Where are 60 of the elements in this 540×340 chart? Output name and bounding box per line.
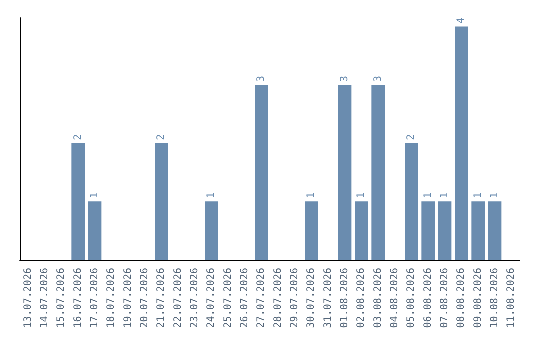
bar	[438, 202, 452, 260]
x-tick-label: 26.07.2026	[240, 268, 250, 328]
bar	[255, 85, 268, 260]
x-tick-label: 22.07.2026	[172, 268, 184, 328]
x-tick-label: 21.07.2026	[156, 268, 168, 328]
x-tick-label: 25.07.2026	[222, 268, 234, 328]
x-tick-label: 09.08.2026	[472, 268, 484, 328]
bar	[422, 202, 435, 260]
data-label: 3	[340, 76, 350, 82]
bar	[405, 143, 418, 260]
bar	[338, 85, 352, 260]
data-label: 1	[472, 192, 484, 199]
bar	[472, 202, 485, 260]
x-tick-label: 30.07.2026	[306, 268, 318, 328]
x-tick-label: 06.08.2026	[422, 268, 434, 328]
x-tick-label: 20.07.2026	[140, 268, 150, 328]
data-label: 1	[356, 192, 368, 199]
x-tick-label: 19.07.2026	[122, 268, 134, 328]
bar	[88, 202, 102, 260]
data-label: 1	[422, 192, 434, 199]
data-label: 1	[206, 192, 218, 199]
x-tick-label: 29.07.2026	[290, 268, 300, 328]
x-tick-label: 08.08.2026	[456, 268, 468, 328]
x-tick-label: 16.07.2026	[72, 268, 84, 328]
data-label: 2	[72, 134, 84, 140]
x-tick-label: 17.07.2026	[90, 268, 100, 328]
data-label: 1	[490, 192, 500, 199]
data-label: 1	[306, 192, 318, 199]
bar	[355, 202, 368, 260]
bar	[205, 202, 218, 260]
x-tick-label: 14.07.2026	[40, 268, 50, 328]
x-tick-label: 31.07.2026	[322, 268, 334, 328]
data-label: 4	[456, 18, 468, 24]
x-tick-label: 28.07.2026	[272, 268, 284, 328]
bar	[72, 143, 85, 260]
bar	[488, 202, 502, 260]
x-tick-label: 10.08.2026	[490, 268, 500, 328]
data-label: 3	[372, 76, 384, 82]
x-tick-label: 24.07.2026	[206, 268, 218, 328]
bar	[155, 143, 168, 260]
data-label: 1	[440, 192, 450, 199]
x-tick-label: 07.08.2026	[440, 268, 450, 328]
x-tick-label: 27.07.2026	[256, 268, 268, 328]
x-tick-label: 05.08.2026	[406, 268, 418, 328]
x-tick-label: 13.07.2026	[22, 268, 34, 328]
x-tick-label: 11.08.2026	[506, 268, 518, 328]
x-tick-label: 15.07.2026	[56, 268, 68, 328]
bar	[372, 85, 385, 260]
data-label: 3	[256, 76, 268, 82]
x-tick-label: 02.08.2026	[356, 268, 368, 328]
x-tick-label: 18.07.2026	[106, 268, 118, 328]
x-tick-label: 01.08.2026	[340, 268, 350, 328]
x-tick-label: 04.08.2026	[390, 268, 400, 328]
data-label: 2	[156, 134, 168, 140]
x-tick-label: 23.07.2026	[190, 268, 200, 328]
x-tick-label: 03.08.2026	[372, 268, 384, 328]
bar	[305, 202, 318, 260]
bar	[455, 26, 468, 260]
data-label: 2	[406, 134, 418, 140]
data-label: 1	[90, 192, 100, 199]
